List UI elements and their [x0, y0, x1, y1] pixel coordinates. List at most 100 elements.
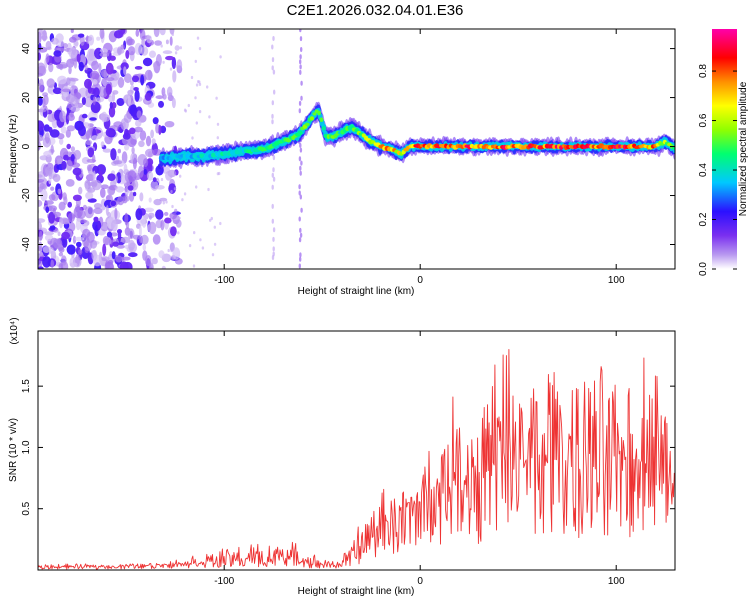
- noise-blob: [45, 40, 52, 50]
- y-tick-label: 0: [21, 143, 32, 149]
- ridge-core: [312, 112, 317, 116]
- noise-blob: [198, 47, 202, 51]
- noise-blob: [56, 158, 63, 165]
- noise-blob: [155, 95, 164, 100]
- noise-blob: [50, 259, 54, 269]
- noise-blob: [46, 78, 55, 88]
- noise-blob: [152, 62, 157, 69]
- noise-blob: [168, 183, 177, 195]
- noise-blob: [123, 113, 132, 124]
- noise-blob: [187, 103, 190, 108]
- noise-blob: [102, 235, 110, 246]
- streak-blob: [271, 100, 274, 106]
- noise-blob: [123, 163, 128, 174]
- noise-blob: [49, 129, 60, 138]
- snr-frame: [37, 330, 676, 571]
- noise-blob: [115, 255, 123, 263]
- snr-y-axis-label: SNR (10 * v/v): [8, 418, 19, 482]
- noise-blob: [70, 146, 75, 153]
- y-tick-label: 1.0: [21, 440, 32, 454]
- noise-blob: [170, 226, 177, 237]
- noise-blob: [143, 158, 149, 168]
- noise-blob: [85, 191, 94, 200]
- streak-blob: [272, 246, 275, 252]
- noise-blob: [213, 242, 217, 246]
- noise-blob: [169, 212, 177, 220]
- noise-blob: [122, 133, 131, 140]
- page-title: C2E1.2026.032.04.01.E36: [286, 2, 464, 19]
- y-tick-label: -20: [21, 188, 32, 203]
- noise-blob: [98, 63, 102, 74]
- noise-blob: [147, 170, 154, 181]
- noise-blob: [138, 165, 144, 178]
- noise-blob: [162, 50, 173, 55]
- spectrogram-frame: [37, 28, 676, 270]
- ridge-core: [304, 122, 310, 127]
- noise-blob: [77, 33, 85, 38]
- noise-blob: [61, 231, 70, 240]
- noise-blob: [86, 164, 92, 172]
- noise-blob: [67, 212, 75, 223]
- noise-blob: [69, 262, 78, 268]
- noise-blob: [92, 254, 102, 267]
- noise-blob: [210, 216, 213, 221]
- noise-blob: [174, 51, 178, 55]
- noise-blob: [152, 234, 161, 245]
- noise-blob: [162, 89, 165, 93]
- streak-blob: [272, 236, 275, 242]
- noise-blob: [117, 229, 122, 242]
- noise-blob: [104, 261, 114, 269]
- noise-blob: [69, 36, 77, 43]
- noise-blob: [164, 217, 172, 224]
- noise-blob: [92, 96, 96, 106]
- streak-blob: [298, 237, 302, 243]
- noise-blob: [152, 148, 162, 156]
- streak-blob: [271, 65, 274, 71]
- noise-blob: [45, 132, 50, 144]
- streak-blob: [273, 89, 276, 95]
- noise-blob: [108, 95, 114, 103]
- streak-blob: [298, 263, 301, 269]
- noise-blob: [213, 225, 216, 229]
- noise-blob: [211, 253, 215, 257]
- noise-blob: [134, 120, 142, 127]
- noise-blob: [99, 52, 110, 58]
- noise-blob: [45, 166, 53, 176]
- noise-blob: [70, 110, 74, 118]
- noise-blob: [183, 108, 187, 112]
- streak-blob: [299, 256, 302, 262]
- spectrogram-y-ticks: -40 -20 0 20 40: [21, 43, 675, 252]
- noise-blob: [127, 170, 137, 182]
- noise-blob: [117, 148, 122, 154]
- noise-blob: [134, 66, 143, 70]
- noise-blob: [125, 50, 130, 59]
- noise-blob: [39, 183, 46, 190]
- x-tick-label: 0: [417, 275, 423, 286]
- noise-blob: [126, 38, 135, 46]
- y-tick-label: 40: [21, 43, 32, 55]
- noise-blob: [134, 89, 140, 102]
- noise-blob: [69, 77, 79, 82]
- noise-blob: [141, 217, 147, 228]
- noise-blob: [167, 248, 170, 253]
- noise-blob: [97, 220, 101, 230]
- streak-blob: [298, 184, 301, 190]
- noise-blob: [117, 195, 125, 206]
- noise-blob: [152, 177, 157, 183]
- noise-blob: [52, 173, 61, 183]
- noise-blob: [123, 66, 127, 75]
- streak-blob: [271, 44, 274, 50]
- noise-blob: [169, 36, 173, 46]
- noise-blob: [140, 46, 149, 56]
- noise-blob: [171, 97, 176, 109]
- noise-blob: [129, 191, 135, 202]
- noise-blob: [74, 41, 79, 47]
- noise-blob: [107, 173, 116, 181]
- noise-blob: [194, 59, 197, 64]
- noise-blob: [196, 36, 200, 40]
- streak-blob: [272, 176, 276, 182]
- noise-blob: [120, 29, 126, 35]
- spectrogram-x-axis-label: Height of straight line (km): [298, 286, 415, 297]
- noise-blob: [124, 73, 132, 84]
- noise-blob: [139, 192, 144, 202]
